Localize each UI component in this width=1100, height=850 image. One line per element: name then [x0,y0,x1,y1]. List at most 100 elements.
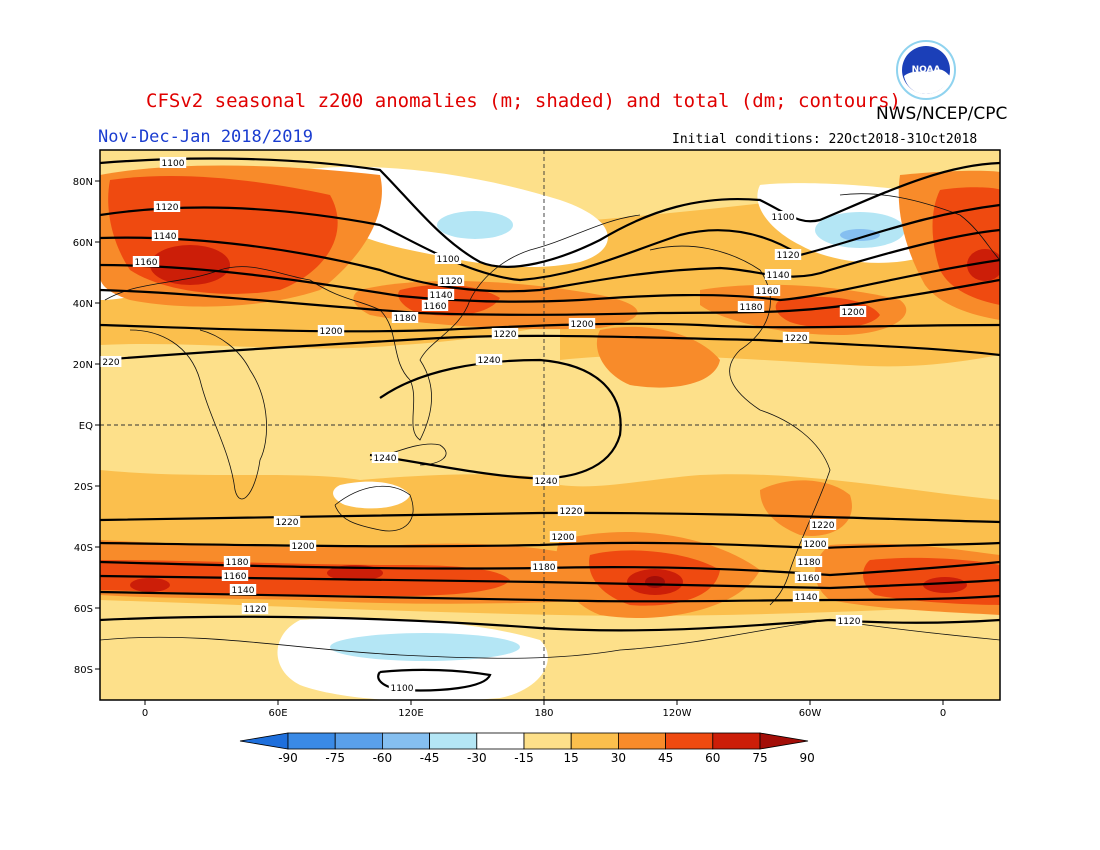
contour-label: 1180 [226,558,249,568]
colorbar-swatch [334,732,383,750]
forecast-period: Nov-Dec-Jan 2018/2019 [98,127,313,147]
contour-label: 1200 [804,540,827,550]
lon-axis: 0 60E 120E 180 120W 60W 0 [142,700,946,719]
contour-label: 1200 [292,542,315,552]
contour-label-bg [557,505,585,516]
colorbar-level-label: 45 [658,751,673,765]
colorbar-swatches [239,732,809,750]
contour-label: 1100 [162,159,185,169]
contour-label-bg [774,249,802,260]
contour-label-bg [388,682,416,693]
contour-label-bg [132,256,160,267]
contour-label-bg [437,275,465,286]
contour-label: 1240 [374,454,397,464]
contour-label-bg [792,591,820,602]
contour-label-bg [769,211,797,222]
contour-label-bg [223,556,251,567]
lat-tick-label: 20N [73,360,93,371]
colorbar-swatch [429,732,478,750]
lat-tick-label: 40S [74,543,93,554]
colorbar-level-label: -15 [514,751,534,765]
contour-label: 1220 [276,518,299,528]
contour-label-bg [317,325,345,336]
colorbar-labels: -90 -75 -60 -45 -30 -15 15 30 45 60 75 90 [278,751,815,765]
contour-label: 1220 [785,334,808,344]
lat-tick-label: 80N [73,177,93,188]
contour-label-bg [241,603,269,614]
initial-conditions: Initial conditions: 22Oct2018-31Oct2018 [672,132,978,147]
contour-label: 1200 [320,327,343,337]
contour-label: 1120 [838,617,861,627]
contour-label-bg [273,516,301,527]
colorbar-swatch [523,732,572,750]
contour-label: 1180 [798,558,821,568]
colorbar-level-label: -30 [467,751,487,765]
contour-label-bg [549,531,577,542]
colorbar-level-label: 15 [564,751,579,765]
contour-label: 1240 [478,356,501,366]
europe-core [150,245,230,285]
contour-label-bg [289,540,317,551]
agency-label: NWS/NCEP/CPC [876,104,1008,124]
contour-labels: 1100 1120 1140 1160 1100 1120 1140 1160 1180 1200… [100,157,867,694]
lat-tick-label: 20S [74,482,93,493]
lat-tick-label: EQ [79,421,93,432]
contour-label-bg [737,301,765,312]
contour-label: 1180 [740,303,763,313]
chart-title: CFSv2 seasonal z200 anomalies (m; shaded… [146,90,901,112]
noaa-logo-text: NOAA [912,65,941,75]
contour-label-bg [421,300,449,311]
contour-label-bg [391,312,419,323]
colorbar-level-label: 30 [611,751,626,765]
lon-tick-label: 60E [268,708,287,719]
lon-tick-label: 120W [663,708,692,719]
contour-label: 1220 [494,330,517,340]
neg-anomaly-antarctic [330,633,520,661]
colorbar-swatch [570,732,619,750]
contour-label-bg [801,538,829,549]
contour-label-bg [764,269,792,280]
contour-label: 1120 [156,203,179,213]
colorbar-swatch [618,732,667,750]
contour-label: 1200 [552,533,575,543]
contour-label: 1100 [391,684,414,694]
contour-label: 1180 [394,314,417,324]
contour-label-bg [835,615,863,626]
contour-label: 1160 [135,258,158,268]
colorbar-level-label: -75 [325,751,345,765]
contour-label: 1120 [777,251,800,261]
lon-tick-label: 180 [534,708,553,719]
tropics-light-band-east [560,355,1000,500]
lat-axis: 80N 60N 40N 20N EQ 20S 40S 60S 80S [73,177,100,676]
colorbar-arrow-low [239,732,289,750]
colorbar-level-label: 90 [800,751,815,765]
contour-label-bg [491,328,519,339]
lon-tick-label: 0 [940,708,946,719]
contour-label-bg [371,452,399,463]
contour-label-bg [782,332,810,343]
europe-east-core [967,249,1000,281]
contour-label-bg [153,201,181,212]
contour-label-bg [427,289,455,300]
colorbar-level-label: 60 [705,751,720,765]
contour-label: 1160 [797,574,820,584]
contour-label-bg [839,306,867,317]
colorbar-level-label: 75 [752,751,767,765]
contour-label: 1140 [154,232,177,242]
colorbar-arrow-high [759,732,809,750]
colorbar-swatch [712,732,761,750]
contour-label: 1120 [244,605,267,615]
contour-label-bg [159,157,187,168]
colorbar-level-label: -60 [373,751,393,765]
map-field [100,150,1000,700]
lat-tick-label: 60N [73,238,93,249]
contour-lines [100,157,1000,692]
lat-tick-label: 60S [74,604,93,615]
contour-label: 1140 [795,593,818,603]
contour-label: 1180 [533,563,556,573]
neg-anomaly-canada-core [840,229,880,241]
contour-label-bg [809,519,837,530]
pacific-subtropical-orange [596,326,720,388]
